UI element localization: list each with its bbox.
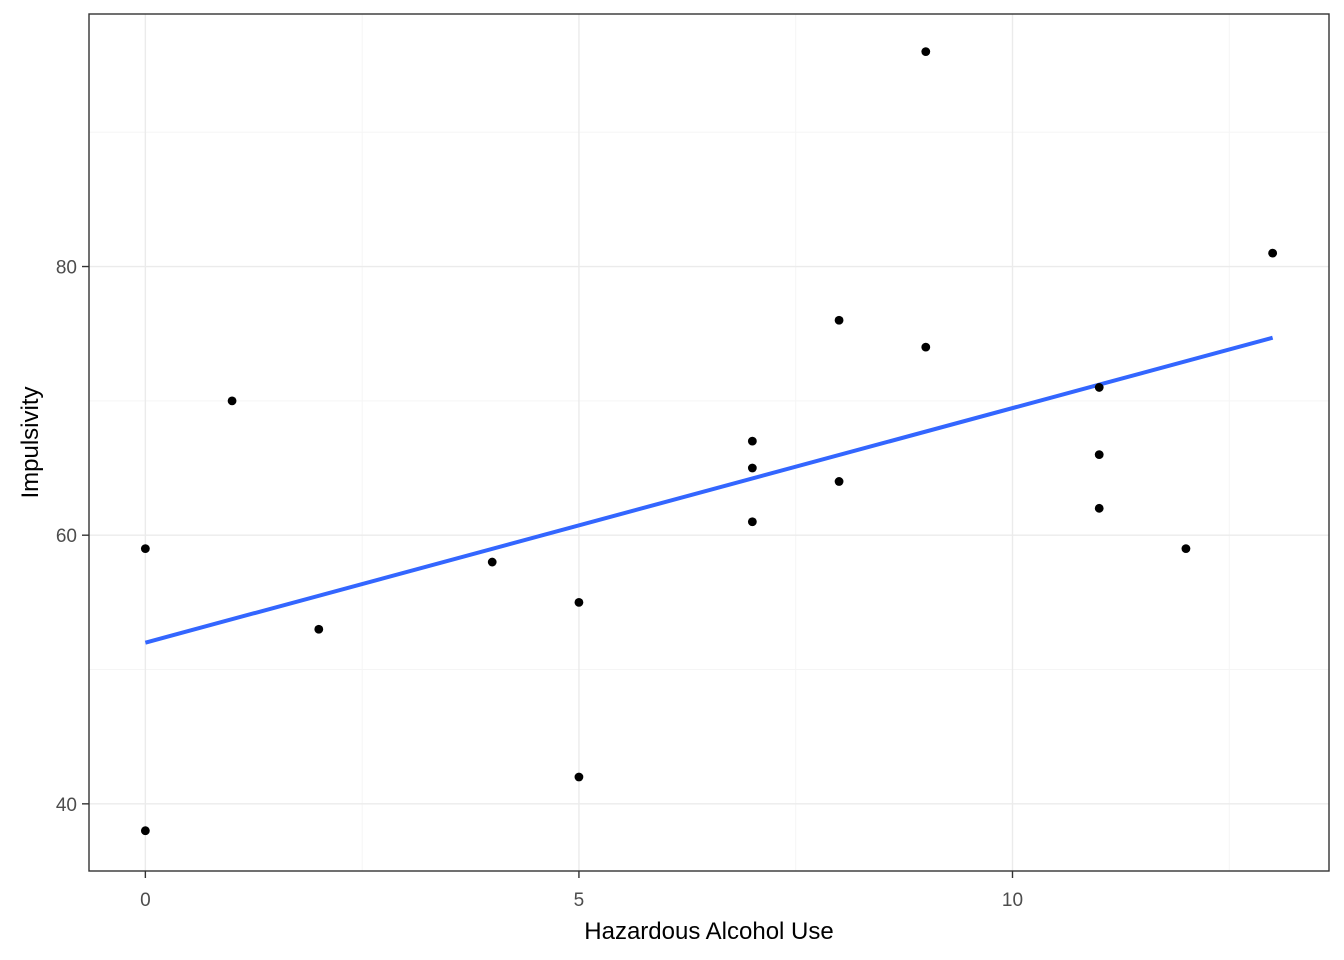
data-point-13 — [921, 342, 931, 352]
data-point-18 — [1268, 248, 1278, 258]
data-point-5 — [574, 597, 584, 607]
data-point-3 — [314, 624, 324, 634]
data-point-14 — [1094, 383, 1104, 392]
panel-border — [88, 13, 1330, 872]
data-point-2 — [227, 396, 237, 406]
x-tick-label-0: 0 — [140, 890, 151, 911]
data-point-10 — [834, 315, 844, 325]
major-gridlines — [89, 14, 1329, 871]
regression-line-layer — [144, 335, 1274, 645]
data-point-7 — [747, 436, 757, 446]
data-point-16 — [1094, 503, 1104, 513]
x-tick-label-1: 5 — [574, 890, 585, 911]
data-point-8 — [747, 463, 757, 473]
y-tick-label-1: 60 — [56, 526, 77, 547]
data-points-layer — [140, 47, 1278, 836]
data-point-17 — [1181, 544, 1191, 554]
data-point-11 — [834, 477, 844, 486]
y-tick-label-2: 80 — [56, 258, 77, 279]
axis-ticks — [82, 265, 1014, 878]
y-tick-label-0: 40 — [56, 795, 77, 816]
data-point-9 — [747, 517, 757, 527]
x-axis-title: Hazardous Alcohol Use — [584, 918, 833, 945]
minor-gridlines — [89, 14, 1329, 871]
data-point-15 — [1094, 450, 1104, 459]
axis-tick-labels: 0 5 10 40 60 80 — [56, 258, 1023, 911]
data-point-6 — [574, 772, 584, 782]
data-point-12 — [921, 47, 931, 57]
x-tick-label-2: 10 — [1002, 890, 1023, 911]
data-point-1 — [140, 826, 150, 836]
y-axis-title: Impulsivity — [17, 386, 44, 498]
data-point-0 — [140, 544, 150, 554]
regression-line — [144, 335, 1274, 645]
data-point-4 — [487, 557, 497, 567]
